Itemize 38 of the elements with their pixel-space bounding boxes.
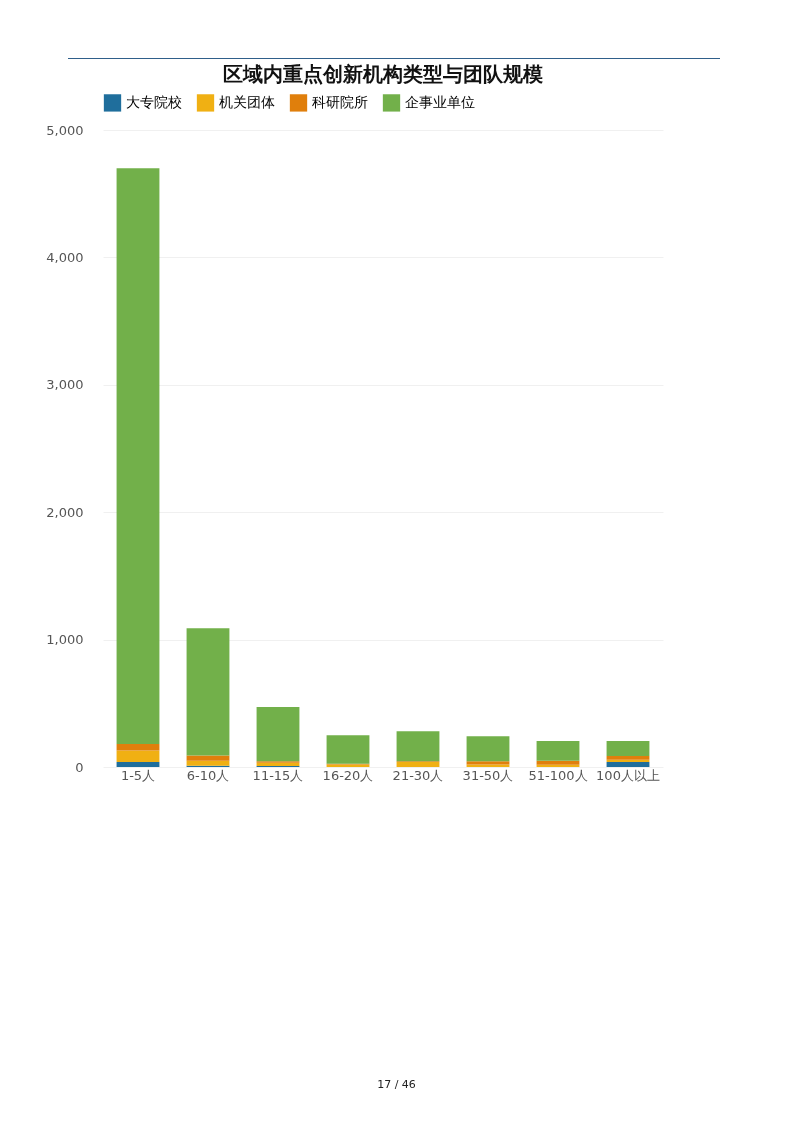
x-tick-label: 16-20人	[322, 767, 374, 783]
bar	[466, 736, 510, 762]
y-tick-label: 0	[75, 759, 84, 775]
bar	[186, 760, 230, 766]
x-tick-label: 11-15人	[252, 767, 304, 783]
y-tick-label: 4,000	[46, 249, 84, 265]
x-tick-label: 21-30人	[392, 767, 444, 783]
bar	[186, 755, 230, 761]
x-tick-label: 1-5人	[120, 767, 156, 783]
bar	[396, 761, 440, 767]
chart-title: 区域内重点创新机构类型与团队规模	[223, 62, 543, 86]
bar	[116, 744, 160, 751]
legend-label: 机关团体	[219, 93, 275, 110]
bar	[606, 755, 650, 760]
x-tick-label: 100人以上	[596, 767, 660, 783]
legend-label: 科研院所	[312, 93, 368, 110]
bar	[116, 168, 160, 745]
bar	[536, 760, 580, 765]
bar	[256, 706, 300, 762]
bar	[606, 741, 650, 756]
bar	[536, 741, 580, 761]
legend-label: 企事业单位	[405, 93, 475, 110]
text: 17 / 46	[376, 1078, 417, 1091]
x-tick-label: 31-50人	[462, 767, 514, 783]
bar	[186, 628, 230, 756]
bar	[116, 750, 160, 762]
y-tick-label: 5,000	[46, 122, 84, 138]
bar	[606, 761, 650, 767]
bar	[606, 759, 650, 762]
y-tick-label: 3,000	[46, 377, 84, 393]
bar	[326, 735, 370, 764]
y-tick-label: 1,000	[46, 632, 84, 648]
y-tick-label: 2,000	[46, 504, 84, 520]
bar	[396, 731, 440, 762]
x-tick-label: 6-10人	[186, 767, 230, 783]
bar	[116, 761, 160, 767]
legend-label: 大专院校	[126, 93, 182, 110]
x-tick-label: 51-100人	[528, 767, 588, 783]
